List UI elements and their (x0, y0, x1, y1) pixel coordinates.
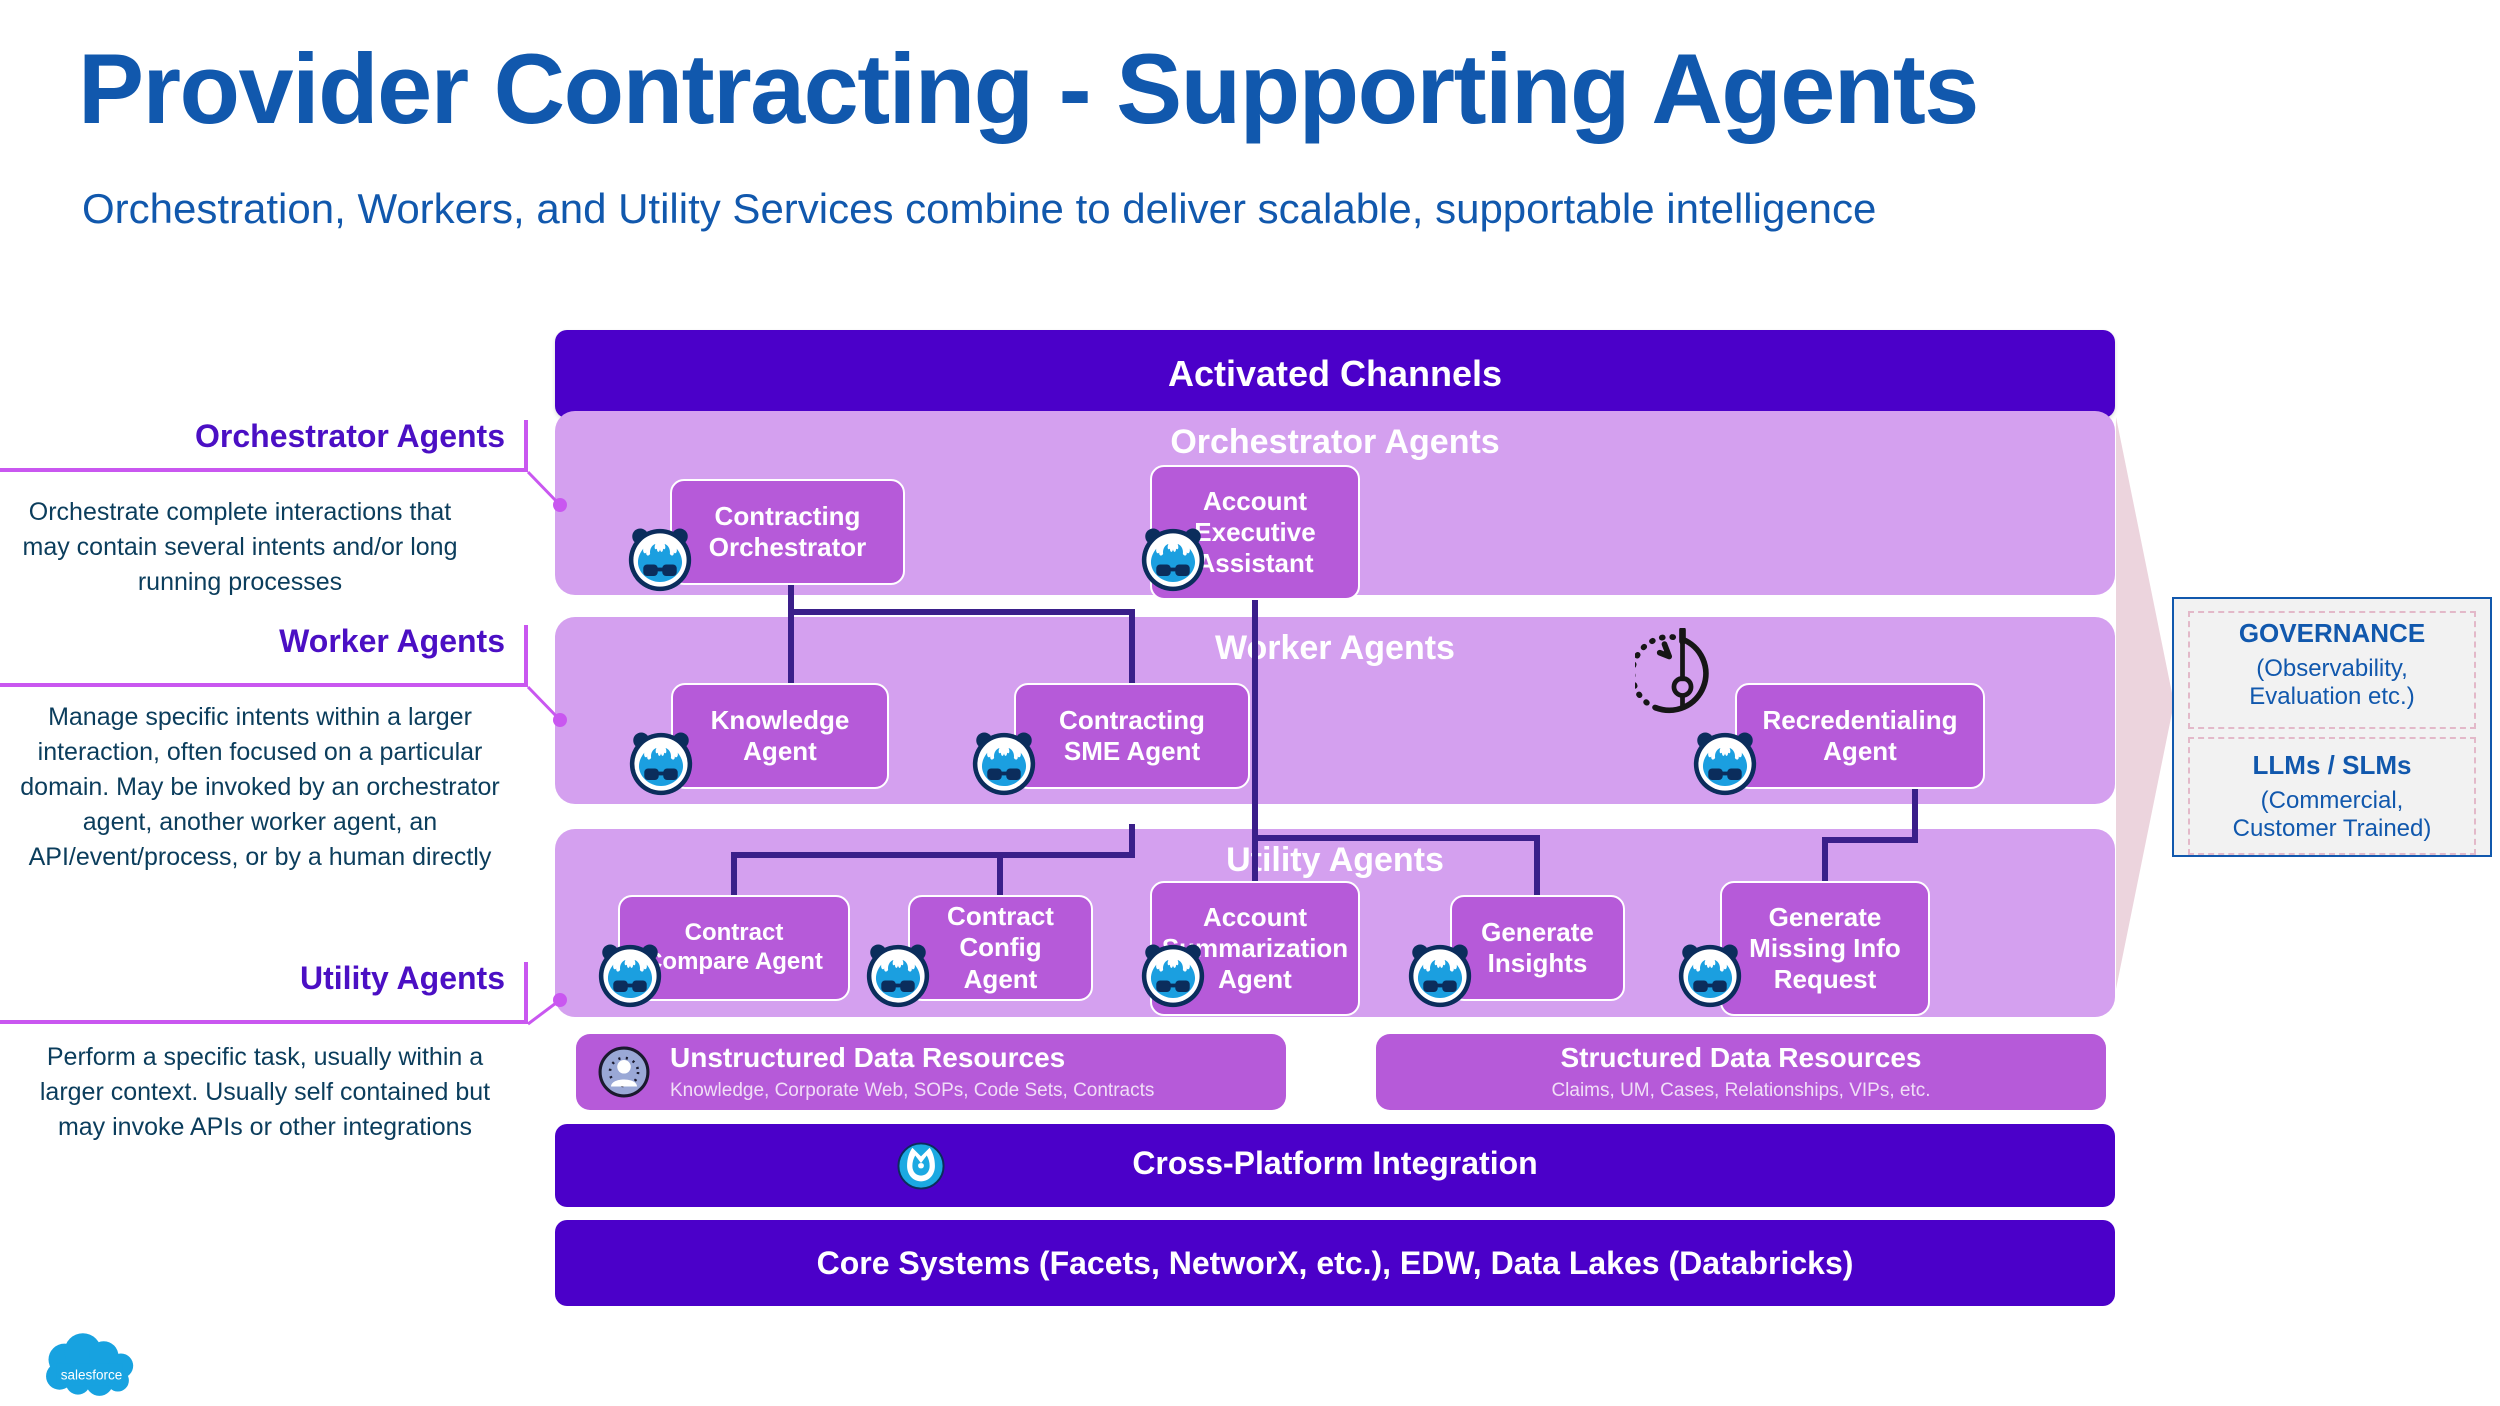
svg-text:salesforce: salesforce (61, 1367, 123, 1382)
